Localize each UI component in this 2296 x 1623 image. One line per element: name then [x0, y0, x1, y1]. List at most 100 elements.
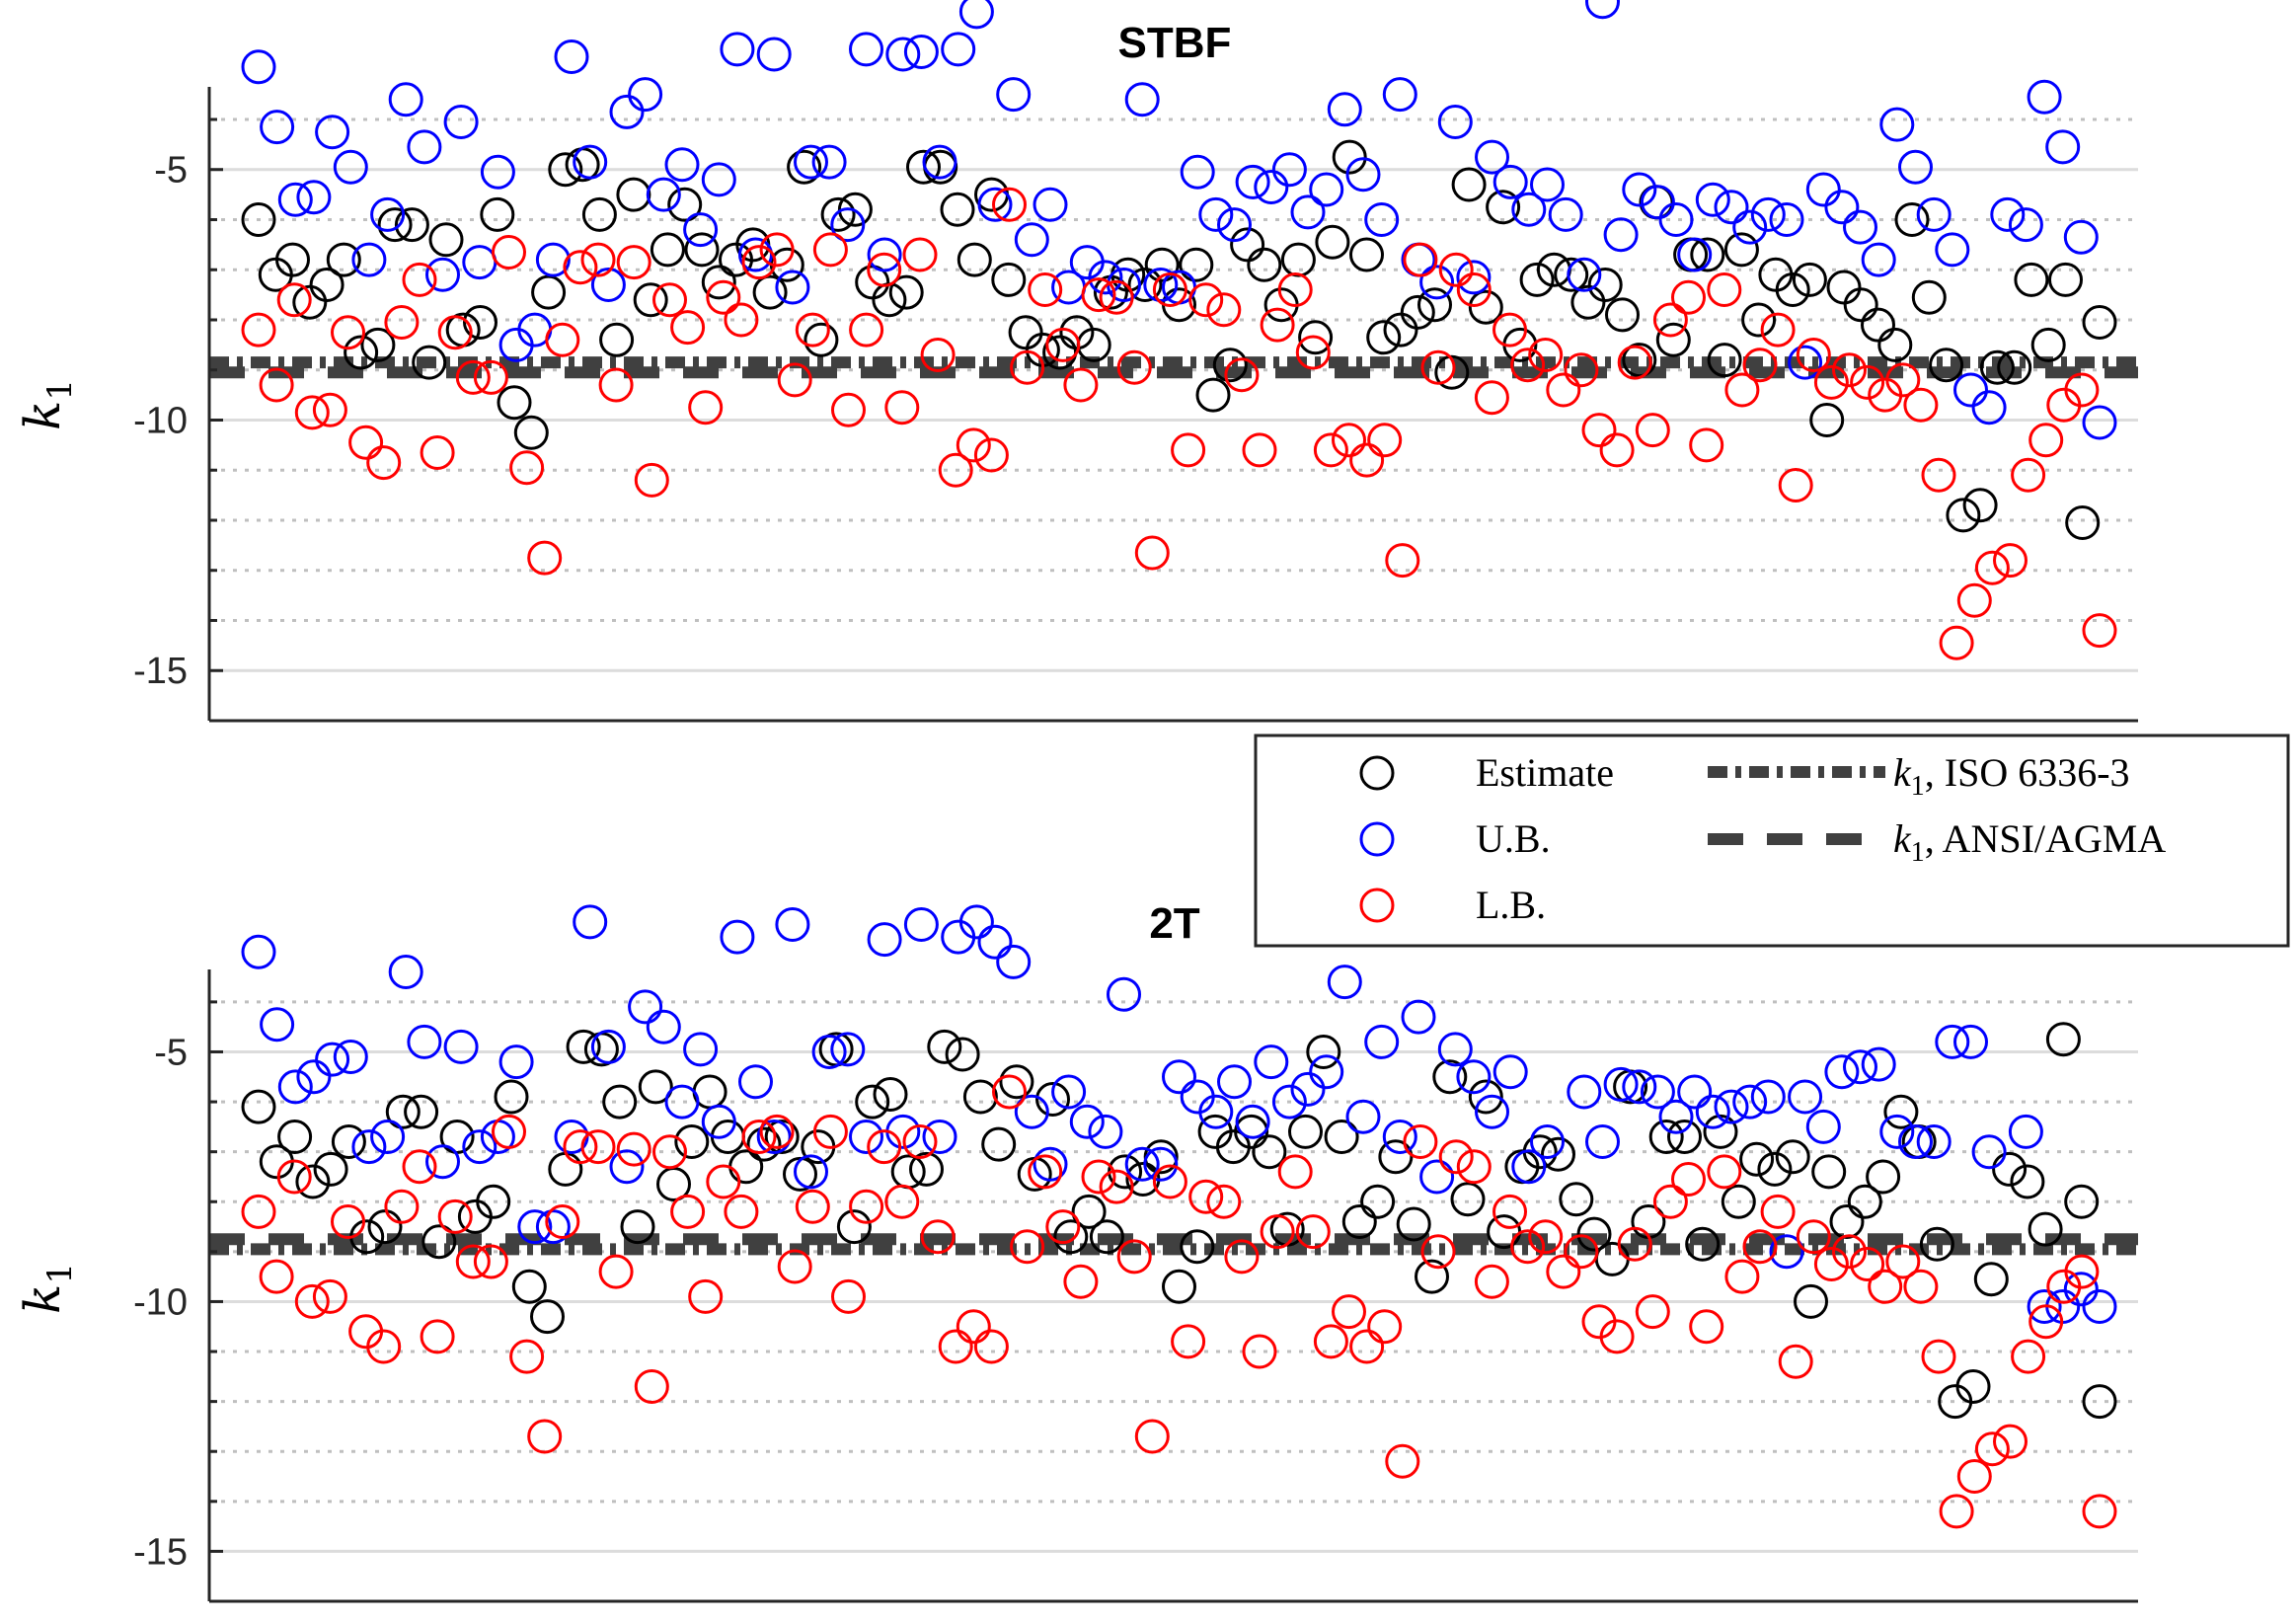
legend-ansi-label: k1, ANSI/AGMA [1893, 816, 2166, 868]
upper-point [1033, 1146, 1068, 1182]
estimate-point [1792, 262, 1827, 297]
lower-point [1028, 272, 1063, 307]
lower-point [1188, 282, 1224, 318]
upper-point [1364, 202, 1400, 237]
lower-point [1903, 387, 1939, 423]
lower-point [920, 338, 956, 372]
upper-point [922, 1120, 957, 1154]
lower-point [1564, 352, 1599, 388]
lower-point [437, 315, 473, 350]
estimate-point [667, 187, 703, 222]
lower-point [402, 262, 437, 297]
upper-point [1271, 152, 1307, 188]
lower-point [777, 1249, 812, 1284]
upper-point [517, 1209, 553, 1245]
estimate-point [1341, 1204, 1377, 1239]
estimate-point [602, 1084, 638, 1120]
2t-reference-lines [209, 1233, 2138, 1256]
lower-point [1492, 312, 1527, 348]
estimate-point [1775, 1139, 1810, 1175]
estimate-point [1811, 1154, 1847, 1190]
lower-point [1081, 1159, 1116, 1195]
2t-estimate-series [241, 1022, 2117, 1420]
estimate-point [1576, 1216, 1612, 1252]
estimate-point [1847, 1184, 1882, 1219]
lower-point [1974, 1431, 2010, 1467]
lower-point [348, 425, 384, 460]
upper-point [296, 180, 332, 215]
lower-point [1617, 345, 1652, 380]
upper-point [977, 924, 1013, 960]
lower-point [1403, 1124, 1438, 1159]
estimate-point [326, 242, 361, 277]
upper-point [1235, 164, 1270, 199]
estimate-point [888, 274, 924, 310]
lower-point [1581, 413, 1617, 448]
estimate-point [463, 305, 497, 340]
upper-point [1788, 345, 1823, 380]
estimate-point [1955, 1369, 1991, 1404]
upper-point [1658, 1099, 1694, 1134]
upper-point [1732, 209, 1768, 245]
stbf-panel: -5 -10 -15 STBF k1 [14, 0, 2138, 723]
lower-point [1617, 1226, 1652, 1262]
lower-point [1921, 1339, 1956, 1374]
estimate-point [1707, 343, 1742, 378]
lower-point [2082, 613, 2117, 649]
upper-point [1916, 1124, 1952, 1159]
lower-point [956, 427, 991, 463]
lower-point [492, 235, 526, 270]
lower-point [1224, 357, 1260, 393]
lower-point [759, 1114, 795, 1149]
estimate-point [2064, 1184, 2100, 1219]
lower-point [795, 312, 830, 348]
upper-point [1935, 1024, 1970, 1059]
upper-point [922, 144, 957, 180]
estimate-point [1519, 262, 1555, 297]
estimate-point [820, 196, 856, 232]
estimate-point [1127, 268, 1163, 302]
estimate-point [1366, 320, 1402, 355]
upper-point [1345, 157, 1381, 193]
lower-point [509, 1339, 545, 1374]
estimate-point [940, 192, 975, 227]
upper-point [1916, 196, 1952, 232]
upper-point [849, 1120, 883, 1154]
y-tick-label: -5 [154, 150, 188, 192]
lower-point [1456, 1149, 1492, 1185]
upper-point [1217, 1064, 1252, 1100]
lower-point [1885, 1244, 1921, 1279]
upper-point [1971, 1134, 2007, 1170]
y-tick-label: -15 [133, 651, 188, 692]
estimate-point [2082, 1384, 2117, 1420]
lower-point [1152, 1164, 1187, 1199]
estimate-point [746, 1126, 782, 1162]
upper-point [977, 187, 1013, 222]
estimate-point [480, 196, 515, 232]
upper-point [1843, 209, 1877, 245]
estimate-point [2028, 1211, 2063, 1247]
upper-point [388, 955, 423, 989]
lower-point [527, 1419, 563, 1454]
lower-point [1134, 535, 1170, 571]
estimate-point [909, 1151, 944, 1187]
estimate-point [1089, 1219, 1124, 1255]
lower-point [1832, 352, 1867, 388]
upper-point [2027, 79, 2062, 115]
lower-point [831, 392, 866, 427]
estimate-point [511, 1269, 547, 1304]
upper-point [1677, 1074, 1713, 1110]
lower-point [402, 1149, 437, 1185]
estimate-point [1843, 287, 1878, 323]
upper-point [1658, 202, 1694, 237]
lower-point [706, 279, 741, 315]
lower-point [2082, 1494, 2117, 1529]
lower-point [563, 1129, 598, 1165]
lower-point [1850, 1247, 1885, 1281]
lower-point [1045, 1209, 1081, 1245]
lower-point [1671, 1162, 1706, 1197]
estimate-point [313, 1151, 348, 1187]
estimate-point [1451, 167, 1487, 202]
estimate-point [701, 265, 736, 300]
upper-point [1162, 1059, 1196, 1095]
